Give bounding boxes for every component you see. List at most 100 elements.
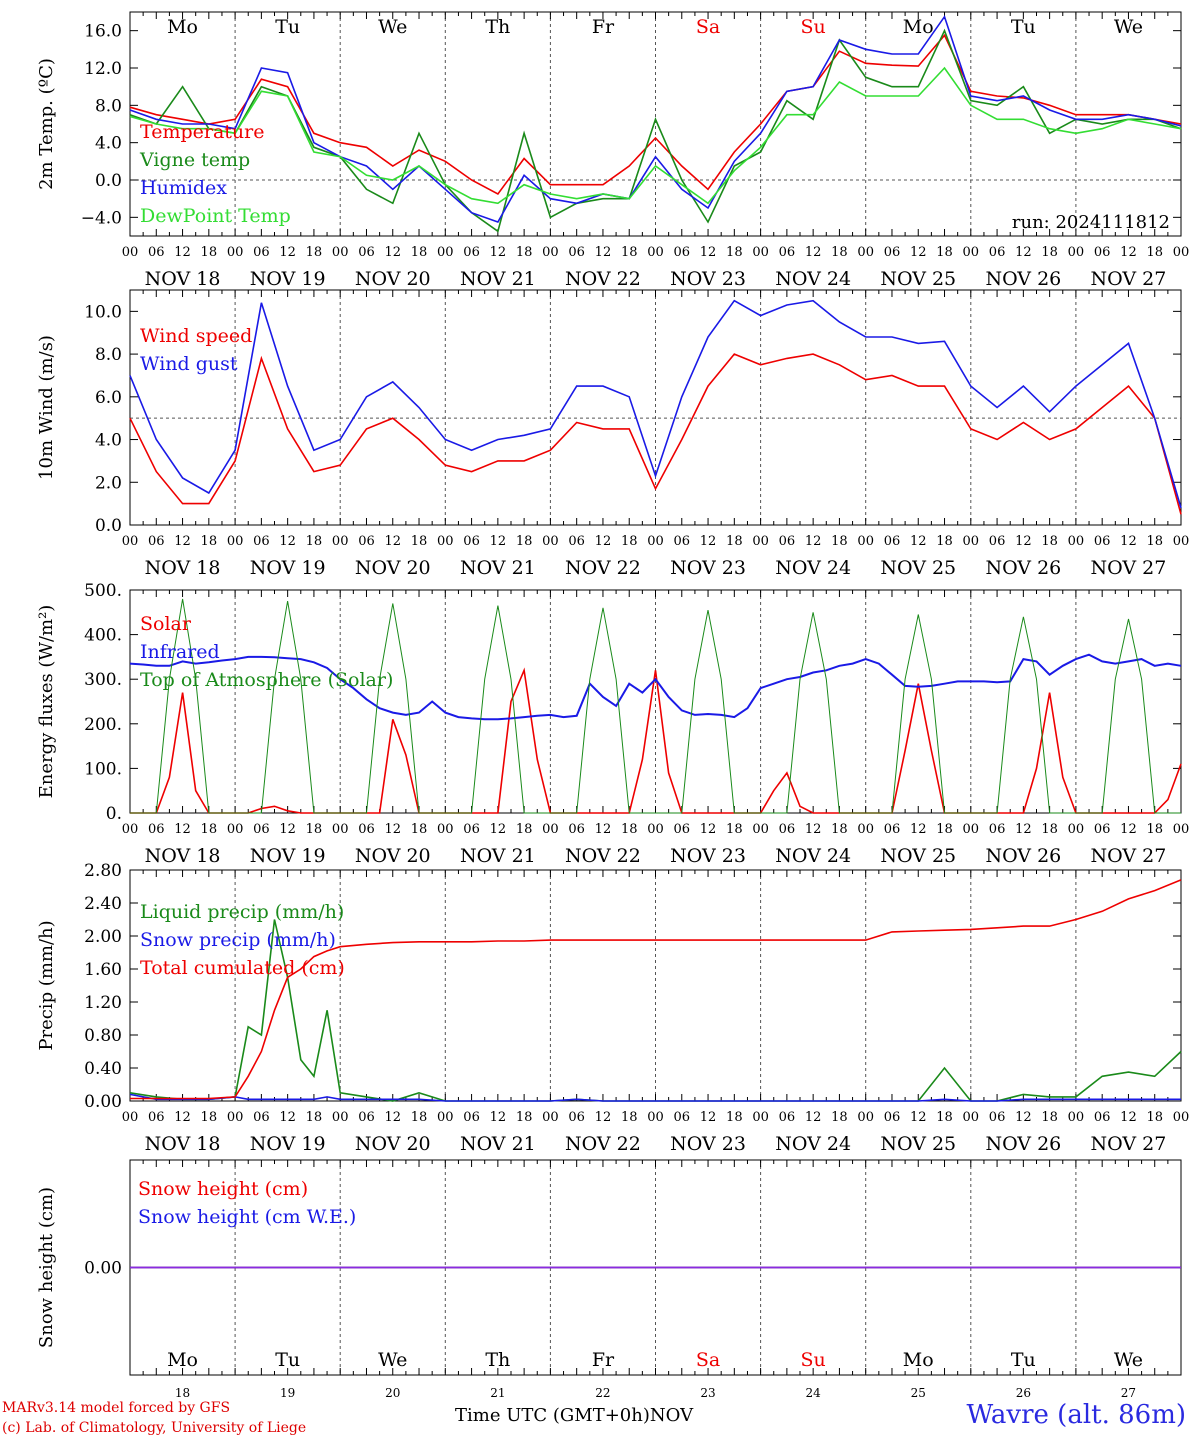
panel-4	[129, 869, 1182, 1102]
y-tick-label: 0.00	[84, 1259, 122, 1279]
hour-label: 18	[621, 822, 638, 837]
date-label: NOV 19	[250, 845, 326, 867]
hour-label: 00	[332, 245, 349, 260]
hour-label: 00	[1173, 245, 1190, 260]
hour-label: 00	[332, 822, 349, 837]
hour-label: 06	[674, 1110, 691, 1125]
day-abbr: We	[378, 16, 407, 38]
hour-label: 18	[201, 245, 218, 260]
hour-label: 12	[910, 822, 927, 837]
date-label: NOV 18	[145, 268, 221, 290]
y-tick-label: 16.0	[84, 22, 122, 42]
lab-credit: (c) Lab. of Climatology, University of L…	[2, 1420, 307, 1436]
hour-label: 18	[516, 534, 533, 549]
hour-label: 18	[516, 822, 533, 837]
hour-label: 06	[1094, 1110, 1111, 1125]
hour-label: 12	[279, 245, 296, 260]
hour-label: 06	[884, 534, 901, 549]
hour-label: 00	[1173, 1110, 1190, 1125]
y-tick-label: 1.20	[84, 993, 122, 1013]
date-label: NOV 22	[565, 1133, 641, 1155]
legend-entry: Temperature	[140, 121, 264, 143]
hour-label: 00	[437, 822, 454, 837]
date-label: NOV 25	[880, 845, 956, 867]
hour-label: 12	[384, 534, 401, 549]
hour-label: 06	[1094, 822, 1111, 837]
y-axis-label: Snow height (cm)	[36, 1187, 57, 1348]
hour-label: 12	[805, 245, 822, 260]
panel-5	[129, 1159, 1182, 1376]
date-label: NOV 18	[145, 1133, 221, 1155]
hour-label: 12	[279, 534, 296, 549]
hour-label: 12	[490, 245, 507, 260]
legend-entry: Snow height (cm W.E.)	[138, 1206, 356, 1228]
date-label: NOV 20	[355, 845, 431, 867]
hour-label: 12	[805, 1110, 822, 1125]
hour-label: 06	[674, 822, 691, 837]
hour-label: 00	[122, 534, 139, 549]
hour-label: 00	[752, 822, 769, 837]
hour-label: 06	[463, 822, 480, 837]
day-abbr: Mo	[903, 16, 934, 38]
hour-label: 00	[857, 534, 874, 549]
legend-entry: Top of Atmosphere (Solar)	[140, 669, 393, 691]
y-tick-label: 2.80	[84, 861, 122, 881]
series-line-2	[129, 1093, 1181, 1102]
day-abbr: Sa	[696, 1349, 720, 1371]
hour-label: 12	[1015, 245, 1032, 260]
hour-label: 18	[201, 1110, 218, 1125]
day-number: 18	[175, 1386, 190, 1400]
hour-label: 12	[595, 822, 612, 837]
series-line-1	[129, 353, 1182, 515]
hour-label: 12	[700, 822, 717, 837]
hour-label: 12	[910, 1110, 927, 1125]
legend-entry: Solar	[140, 613, 192, 635]
hour-label: 18	[621, 1110, 638, 1125]
date-label: NOV 21	[460, 268, 536, 290]
hour-label: 06	[148, 245, 165, 260]
hour-label: 12	[279, 822, 296, 837]
hour-label: 12	[490, 1110, 507, 1125]
hour-label: 18	[1041, 822, 1058, 837]
hour-label: 00	[963, 245, 980, 260]
hour-label: 06	[989, 245, 1006, 260]
hour-label: 12	[1120, 534, 1137, 549]
legend-entry: DewPoint Temp	[140, 205, 291, 227]
hour-label: 18	[936, 245, 953, 260]
hour-label: 18	[726, 534, 743, 549]
day-abbr: We	[378, 1349, 407, 1371]
hour-label: 00	[542, 245, 559, 260]
date-label: NOV 27	[1091, 268, 1167, 290]
hour-label: 06	[148, 822, 165, 837]
hour-label: 18	[936, 534, 953, 549]
hour-label: 00	[1173, 822, 1190, 837]
hour-label: 18	[1041, 245, 1058, 260]
hour-label: 00	[647, 245, 664, 260]
y-tick-label: 8.0	[95, 96, 122, 116]
hour-label: 06	[358, 822, 375, 837]
hour-label: 00	[332, 534, 349, 549]
day-abbr: Fr	[592, 16, 615, 38]
hour-label: 00	[437, 245, 454, 260]
hour-label: 18	[726, 822, 743, 837]
hour-label: 00	[857, 1110, 874, 1125]
hour-label: 12	[700, 534, 717, 549]
hour-label: 12	[490, 534, 507, 549]
hour-label: 12	[174, 245, 191, 260]
date-label: NOV 25	[880, 268, 956, 290]
date-label: NOV 20	[355, 268, 431, 290]
date-label: NOV 22	[565, 557, 641, 579]
day-abbr: Th	[485, 16, 510, 38]
plot-frame	[129, 589, 1182, 814]
hour-label: 18	[621, 245, 638, 260]
date-label: NOV 19	[250, 557, 326, 579]
hour-label: 06	[989, 822, 1006, 837]
hour-label: 18	[1041, 534, 1058, 549]
hour-label: 12	[1120, 245, 1137, 260]
hour-label: 00	[122, 245, 139, 260]
hour-label: 00	[437, 534, 454, 549]
hour-label: 06	[779, 1110, 796, 1125]
legend-entry: Snow precip (mm/h)	[140, 929, 336, 951]
date-label: NOV 25	[880, 557, 956, 579]
hour-label: 06	[779, 822, 796, 837]
